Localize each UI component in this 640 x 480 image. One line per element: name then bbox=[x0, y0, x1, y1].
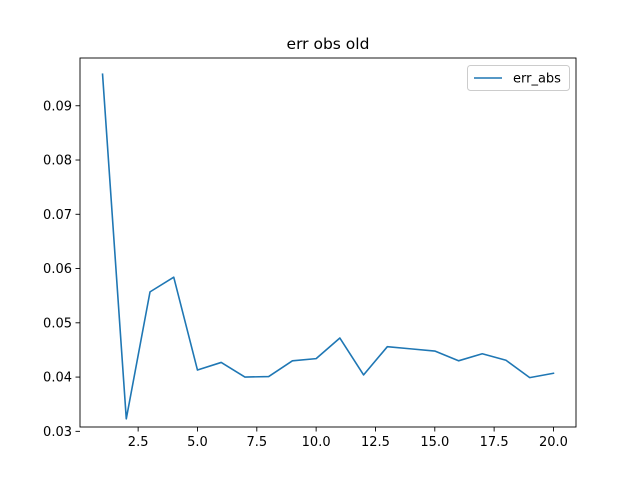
y-tick-label: 0.06 bbox=[43, 262, 72, 277]
y-tick-label: 0.03 bbox=[43, 425, 72, 440]
legend: err_abs bbox=[467, 65, 570, 91]
series-line-err-abs bbox=[101, 73, 555, 420]
x-tick-label: 17.5 bbox=[480, 435, 509, 450]
y-tick-label: 0.07 bbox=[43, 208, 72, 223]
x-tick-label: 7.5 bbox=[246, 435, 267, 450]
y-tick-label: 0.05 bbox=[43, 316, 72, 331]
x-tick-label: 2.5 bbox=[128, 435, 149, 450]
x-tick-label: 10.0 bbox=[302, 435, 331, 450]
legend-label: err_abs bbox=[513, 72, 561, 87]
x-tick-label: 12.5 bbox=[361, 435, 390, 450]
x-tick-label: 15.0 bbox=[420, 435, 449, 450]
axes: 2.5 5.0 7.5 10.0 12.5 15.0 17.5 20.0 0.03 0.04 0.0… bbox=[43, 57, 577, 450]
legend-box bbox=[467, 65, 570, 91]
plot-area bbox=[101, 73, 555, 420]
axes-frame bbox=[79, 57, 577, 428]
y-tick-label: 0.08 bbox=[43, 154, 72, 169]
y-tick-label: 0.09 bbox=[43, 99, 72, 114]
y-tick-label: 0.04 bbox=[43, 371, 72, 386]
x-tick-label: 20.0 bbox=[539, 435, 568, 450]
chart-title: err obs old bbox=[287, 35, 370, 53]
x-tick-label: 5.0 bbox=[187, 435, 208, 450]
